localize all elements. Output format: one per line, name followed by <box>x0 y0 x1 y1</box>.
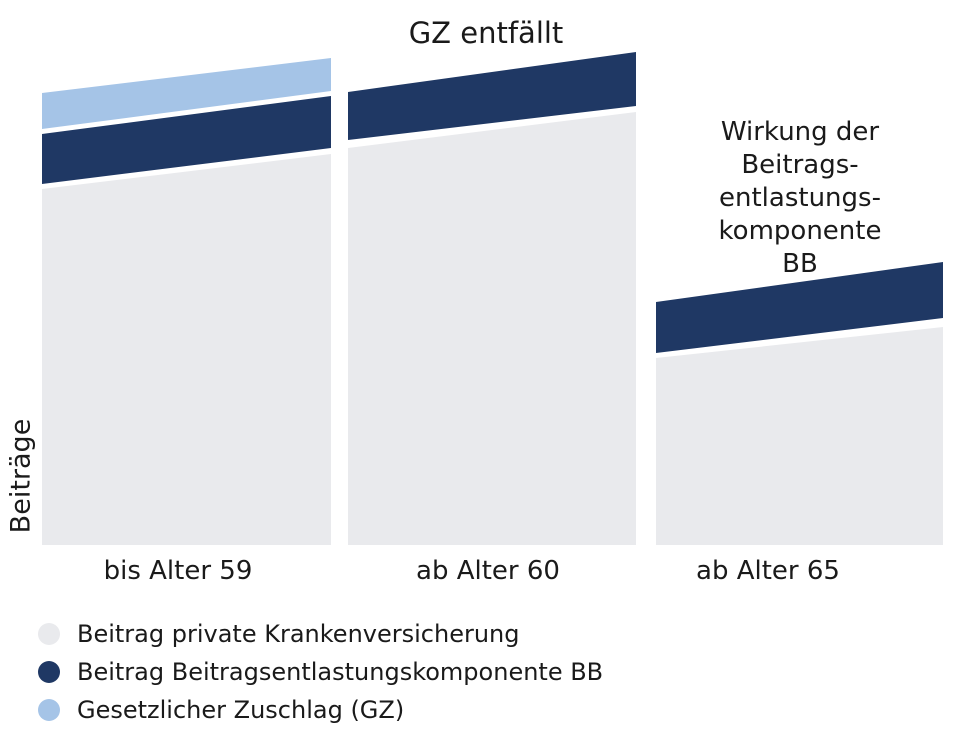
category-label-ab-alter-60: ab Alter 60 <box>416 556 560 586</box>
legend-swatch-bb-icon <box>38 661 60 683</box>
category-label-bis-alter-59: bis Alter 59 <box>103 556 253 586</box>
bar-2-segment-bb <box>656 262 943 353</box>
category-label-ab-alter-65: ab Alter 65 <box>696 556 840 586</box>
bar-0-segment-bb <box>42 96 331 184</box>
bar-1-segment-pkv <box>348 112 636 545</box>
bar-2-segment-pkv <box>656 327 943 545</box>
legend-label-pkv: Beitrag private Krankenversicherung <box>77 620 520 648</box>
legend-label-gz: Gesetzlicher Zuschlag (GZ) <box>77 696 405 724</box>
bar-0-segment-pkv <box>42 154 331 545</box>
bar-1-segment-bb <box>348 52 636 140</box>
bar-0-segment-gz <box>42 58 331 129</box>
y-axis-label: Beiträge <box>5 418 37 534</box>
annotation-wirkung-bb: Wirkung der Beitrags- entlastungs- kompo… <box>718 117 882 279</box>
legend-item-bb: Beitrag Beitragsentlastungskomponente BB <box>38 653 603 691</box>
legend-swatch-gz-icon <box>38 699 60 721</box>
legend-item-gz: Gesetzlicher Zuschlag (GZ) <box>38 691 603 729</box>
legend-swatch-pkv-icon <box>38 623 60 645</box>
chart-title: GZ entfällt <box>408 16 564 50</box>
legend-item-pkv: Beitrag private Krankenversicherung <box>38 615 603 653</box>
legend: Beitrag private Krankenversicherung Beit… <box>38 615 603 729</box>
legend-label-bb: Beitrag Beitragsentlastungskomponente BB <box>77 658 604 686</box>
